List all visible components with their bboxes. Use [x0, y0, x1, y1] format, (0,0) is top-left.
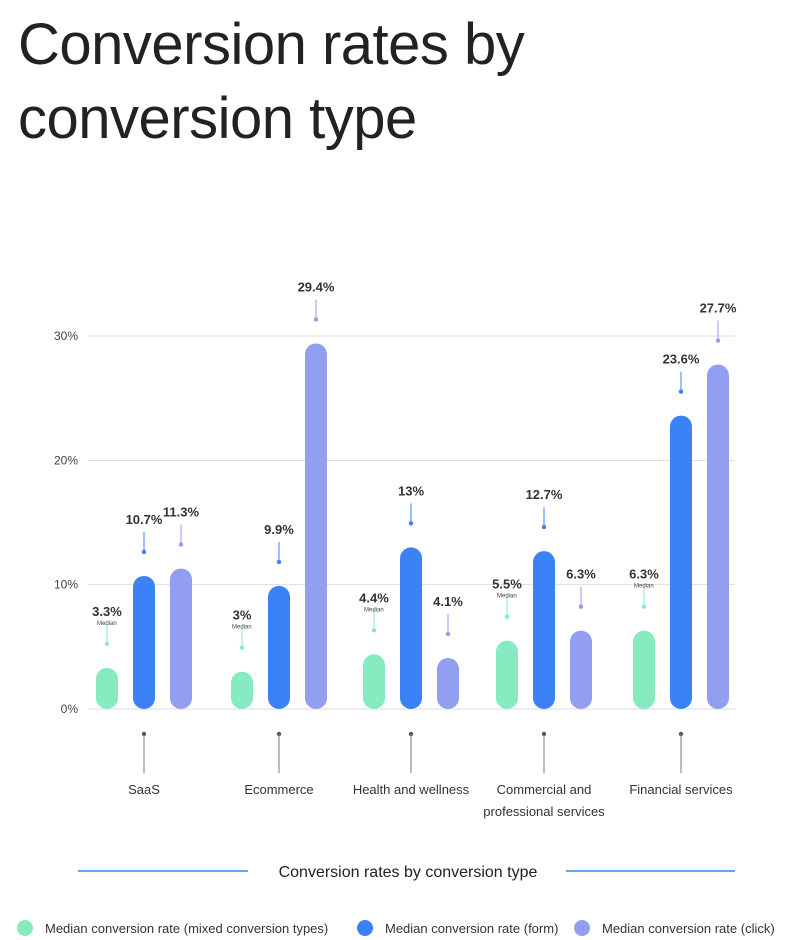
leader-dot	[445, 631, 451, 637]
leader-dot	[715, 338, 721, 343]
legend-swatch	[357, 920, 373, 936]
value-label: 3.3%	[92, 604, 122, 619]
page-title: Conversion rates by conversion type	[18, 12, 525, 151]
leader-dot	[104, 641, 110, 647]
chart-caption: Conversion rates by conversion type	[279, 864, 538, 881]
value-label: 11.3%	[163, 505, 200, 520]
bar	[707, 364, 729, 709]
median-sublabel: Median	[232, 625, 252, 631]
median-sublabel: Median	[364, 607, 384, 613]
category-label: Financial services	[629, 782, 733, 797]
bar	[437, 658, 459, 709]
value-label: 6.3%	[629, 567, 659, 582]
bar	[533, 551, 555, 709]
value-label: 27.7%	[700, 301, 737, 316]
leader-dot	[504, 614, 510, 619]
category-label: SaaS	[128, 782, 160, 797]
leader-dot	[141, 549, 147, 555]
legend-swatch	[17, 920, 33, 936]
leader-dot	[678, 389, 684, 394]
value-label: 23.6%	[663, 352, 700, 367]
leader-dot	[408, 521, 414, 526]
bar	[133, 575, 155, 709]
value-label: 12.7%	[526, 487, 563, 502]
y-tick-label: 0%	[61, 702, 79, 716]
legend-swatch	[574, 920, 590, 936]
legend-label: Median conversion rate (click)	[602, 921, 775, 936]
bar	[96, 667, 118, 709]
bar	[363, 654, 385, 709]
legend-label: Median conversion rate (form)	[385, 921, 558, 936]
value-label: 29.4%	[298, 279, 335, 294]
leader-dot	[578, 604, 584, 609]
value-label: 9.9%	[264, 522, 294, 537]
bar	[170, 568, 192, 709]
value-label: 6.3%	[566, 567, 596, 582]
bar	[496, 640, 518, 709]
value-label: 10.7%	[126, 512, 163, 527]
bar	[231, 671, 253, 709]
value-label: 4.1%	[433, 594, 463, 609]
value-label: 5.5%	[492, 577, 522, 592]
median-sublabel: Median	[97, 621, 117, 627]
bar	[400, 547, 422, 709]
leader-dot	[276, 559, 282, 565]
category-label: professional services	[483, 804, 605, 819]
leader-dot	[371, 628, 377, 633]
bar	[268, 585, 290, 709]
value-label: 13%	[398, 483, 424, 498]
bar	[633, 630, 655, 709]
y-tick-label: 20%	[54, 453, 78, 467]
y-tick-label: 10%	[54, 578, 78, 592]
legend-label: Median conversion rate (mixed conversion…	[45, 921, 328, 936]
leader-dot	[313, 317, 319, 322]
leader-dot	[178, 542, 184, 547]
category-label: Health and wellness	[353, 782, 470, 797]
leader-dot	[239, 645, 245, 650]
median-sublabel: Median	[634, 584, 654, 590]
category-label: Commercial and	[497, 782, 592, 797]
leader-dot	[641, 604, 647, 609]
bar	[305, 343, 327, 709]
value-label: 3%	[233, 608, 252, 623]
bar	[570, 630, 592, 709]
median-sublabel: Median	[497, 594, 517, 600]
leader-dot	[541, 524, 547, 530]
value-label: 4.4%	[359, 590, 389, 605]
y-tick-label: 30%	[54, 329, 78, 343]
bar	[670, 415, 692, 709]
category-label: Ecommerce	[244, 782, 313, 797]
